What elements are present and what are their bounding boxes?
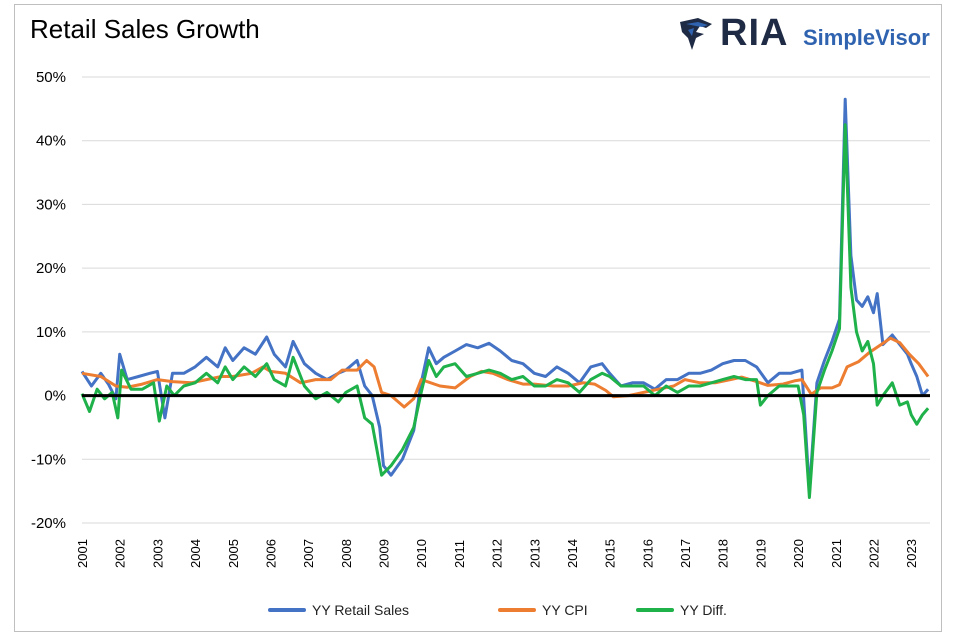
x-tick-label: 2013 xyxy=(527,539,542,568)
x-tick-label: 2004 xyxy=(188,539,203,568)
logo-simplevisor-text: SimpleVisor xyxy=(803,25,930,50)
eagle-icon xyxy=(680,18,712,50)
x-tick-label: 2022 xyxy=(866,539,881,568)
x-tick-label: 2023 xyxy=(904,539,919,568)
legend-label: YY Retail Sales xyxy=(312,602,410,618)
y-tick-label: 20% xyxy=(36,260,66,277)
chart-frame xyxy=(14,4,942,632)
legend-item: YY Retail Sales xyxy=(268,602,409,618)
x-tick-label: 2020 xyxy=(791,539,806,568)
y-tick-label: 0% xyxy=(44,388,66,405)
legend: YY Retail Sales YY CPI YY Diff. xyxy=(0,602,960,622)
gridlines xyxy=(82,76,930,524)
legend-swatch xyxy=(636,608,674,612)
legend-swatch xyxy=(498,608,536,612)
x-tick-label: 2009 xyxy=(377,539,392,568)
logo-ria-text: RIA xyxy=(720,12,789,54)
x-tick-label: 2021 xyxy=(829,539,844,568)
series-lines xyxy=(80,97,930,499)
x-tick-label: 2016 xyxy=(640,539,655,568)
x-tick-label: 2010 xyxy=(414,539,429,568)
legend-item: YY Diff. xyxy=(636,602,727,618)
y-tick-label: -20% xyxy=(31,515,66,532)
x-tick-label: 2011 xyxy=(452,540,467,568)
x-tick-label: 2018 xyxy=(716,539,731,568)
x-tick-label: 2005 xyxy=(226,539,241,568)
x-tick-label: 2014 xyxy=(565,539,580,568)
ria-simplevisor-logo: RIA SimpleVisor xyxy=(676,12,936,56)
x-tick-label: 2001 xyxy=(75,539,90,568)
y-tick-label: 50% xyxy=(36,69,66,86)
y-tick-label: 40% xyxy=(36,133,66,150)
y-tick-label: -10% xyxy=(31,451,66,468)
legend-swatch xyxy=(268,608,306,612)
x-tick-label: 2008 xyxy=(339,539,354,568)
y-tick-label: 10% xyxy=(36,324,66,341)
x-tick-label: 2003 xyxy=(150,539,165,568)
chart-title: Retail Sales Growth xyxy=(30,14,260,44)
x-tick-label: 2012 xyxy=(490,539,505,568)
series-line-yy-diff xyxy=(80,123,930,499)
x-tick-label: 2017 xyxy=(678,539,693,568)
x-tick-label: 2007 xyxy=(301,539,316,568)
x-tick-label: 2015 xyxy=(603,539,618,568)
x-tick-label: 2019 xyxy=(753,539,768,568)
legend-label: YY CPI xyxy=(542,602,588,618)
legend-item: YY CPI xyxy=(498,602,588,618)
series-line-yy-retail-sales xyxy=(80,97,930,493)
legend-label: YY Diff. xyxy=(680,602,727,618)
y-axis-tick-labels: -20% -10% 0% 10% 20% 30% 40% 50% xyxy=(31,69,66,532)
x-axis-tick-labels: 2001 2002 2003 2004 2005 2006 2007 2008 2009 2010… xyxy=(75,539,919,568)
x-tick-label: 2006 xyxy=(263,539,278,568)
y-tick-label: 30% xyxy=(36,196,66,213)
x-tick-label: 2002 xyxy=(113,539,128,568)
